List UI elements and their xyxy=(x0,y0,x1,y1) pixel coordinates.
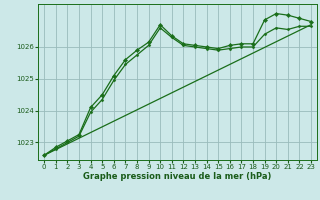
X-axis label: Graphe pression niveau de la mer (hPa): Graphe pression niveau de la mer (hPa) xyxy=(84,172,272,181)
